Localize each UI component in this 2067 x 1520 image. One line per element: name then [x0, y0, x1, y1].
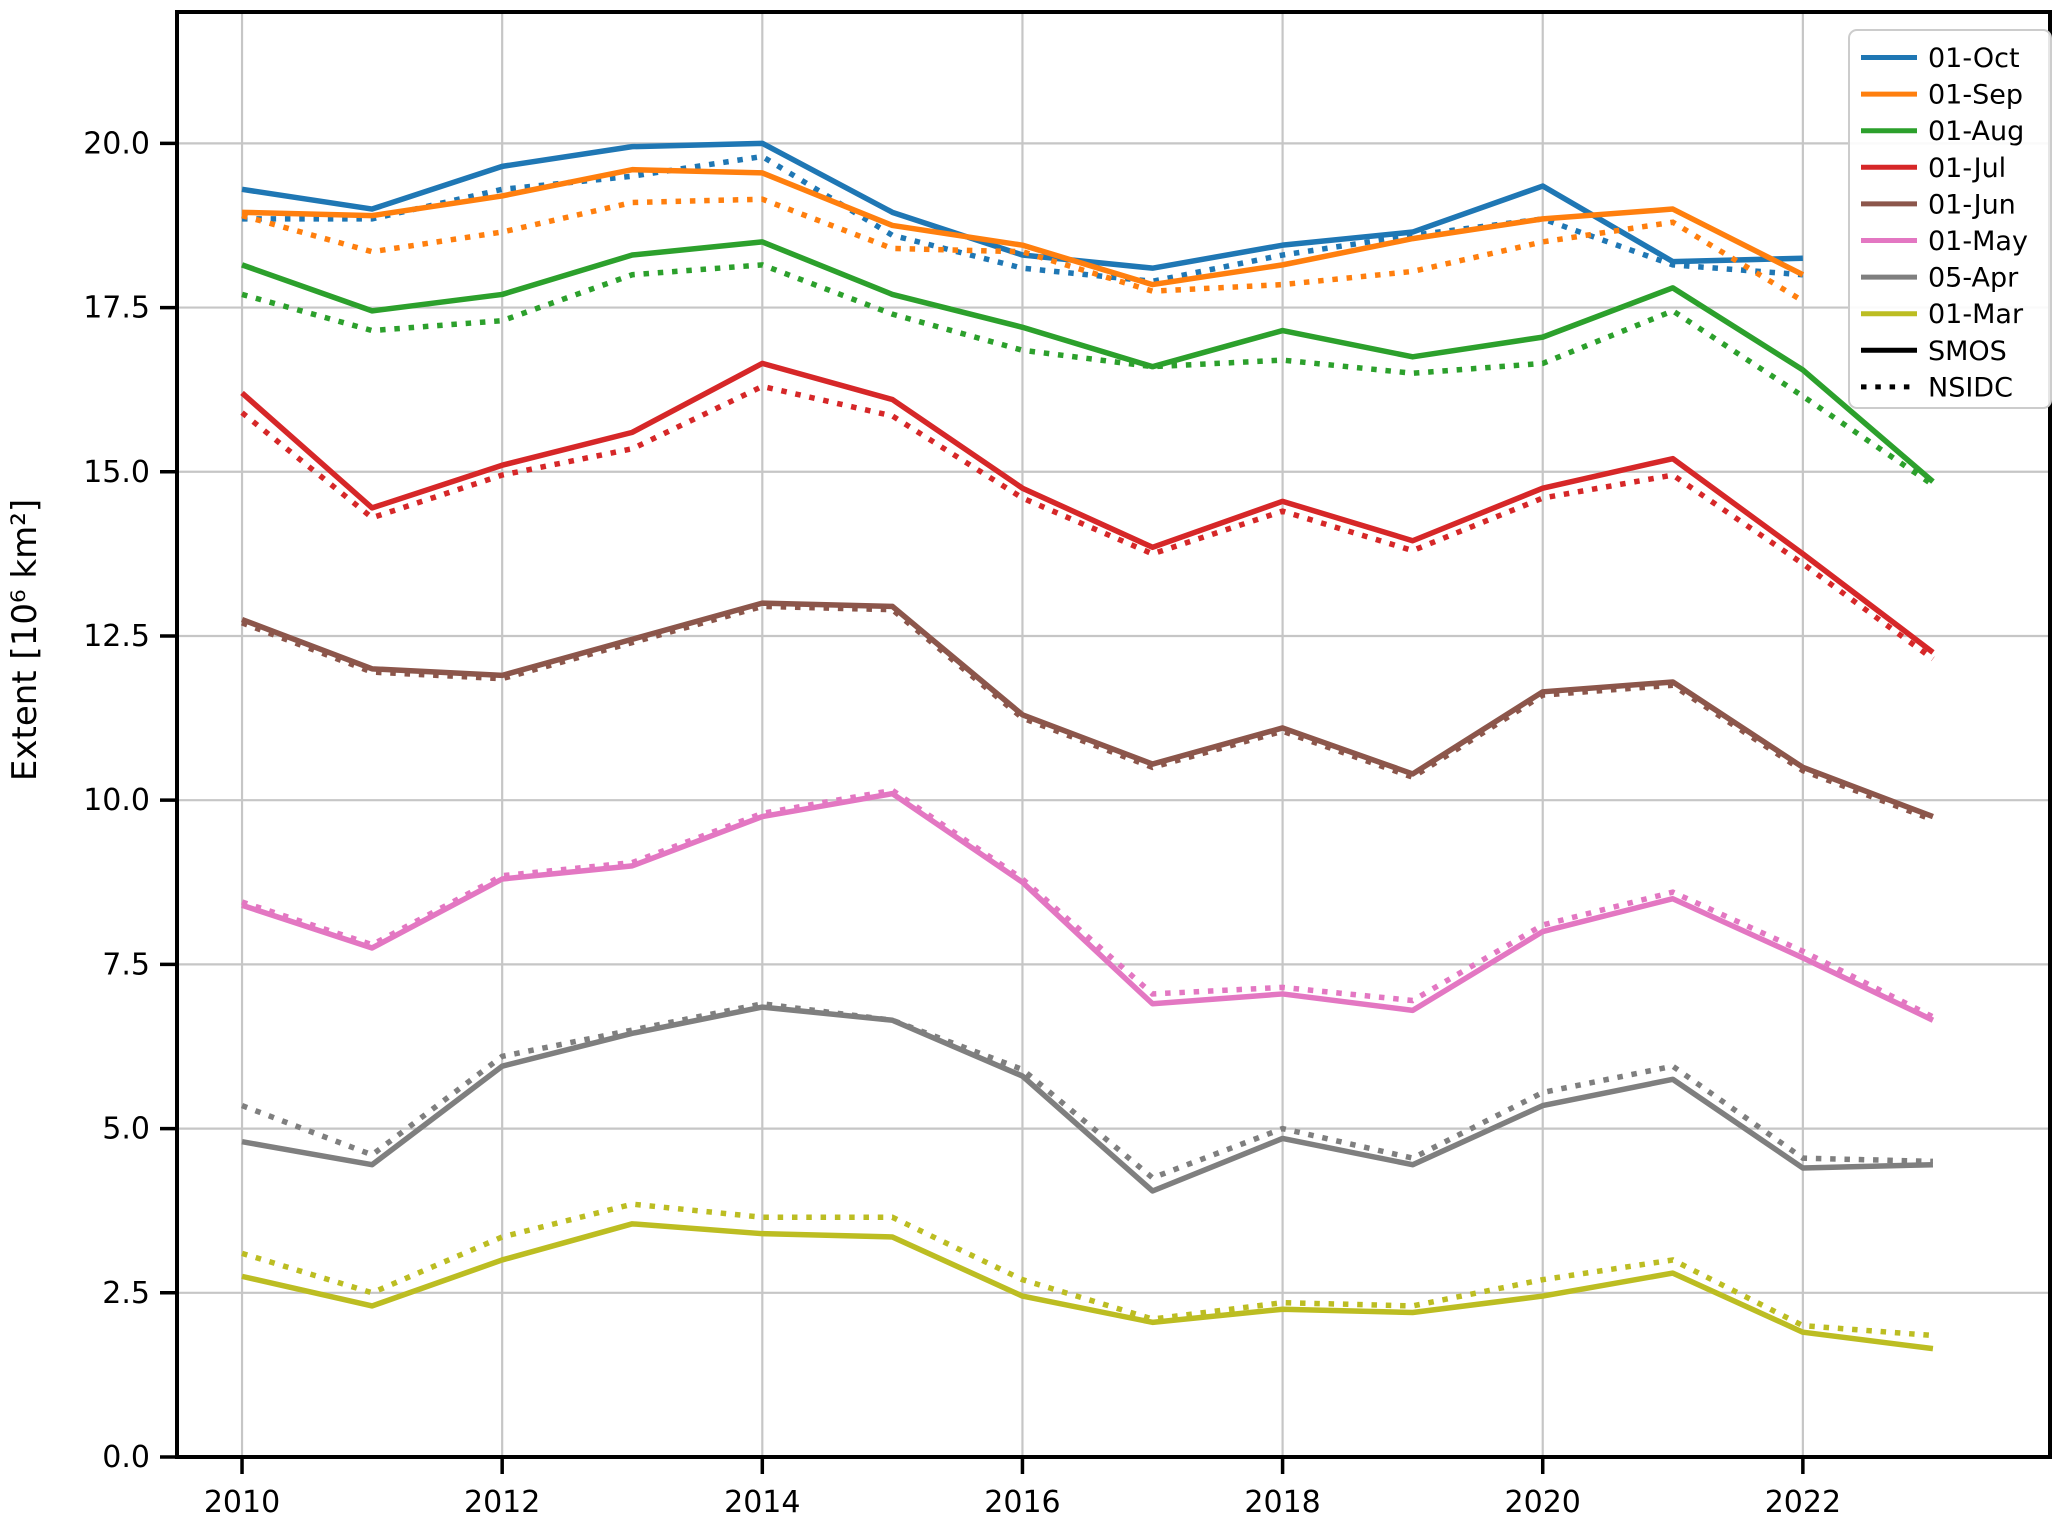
line-01-jul-smos	[240, 360, 1935, 655]
axes-spines	[175, 10, 2052, 1459]
line-01-oct-smos	[241, 140, 1803, 271]
y-tick-label: 20.0	[83, 126, 150, 161]
x-tick-label: 2016	[984, 1485, 1060, 1520]
y-tick-label: 7.5	[102, 947, 150, 982]
legend: 01-Oct 01-Sep 01-Aug 01-Jul 01-Jun 01-May 05-A…	[1848, 29, 2052, 409]
legend-label-smos: SMOS	[1928, 336, 2007, 367]
axis-ticks: 2010 2012 2014 2016 2018 2020 2022 0.0 2.5 5.0 7.5…	[83, 126, 1841, 1520]
legend-label-01-jun: 01-Jun	[1928, 189, 2016, 220]
line-01-aug-smos	[241, 239, 1935, 484]
x-tick-label: 2020	[1505, 1485, 1581, 1520]
line-01-mar-smos	[241, 1221, 1934, 1352]
legend-label-01-jul: 01-Jul	[1928, 153, 2006, 184]
plot-area: 2010 2012 2014 2016 2018 2020 2022 0.0 2.5 5.0 7.5…	[83, 10, 2052, 1520]
line-05-apr-nsidc	[241, 1001, 1934, 1181]
legend-label-01-aug: 01-Aug	[1928, 116, 2024, 147]
legend-label-nsidc: NSIDC	[1928, 372, 2013, 403]
x-tick-label: 2010	[204, 1485, 280, 1520]
series-lines	[240, 140, 1935, 1352]
y-tick-label: 12.5	[83, 619, 150, 654]
line-01-jun-smos	[241, 600, 1934, 820]
legend-label-01-sep: 01-Sep	[1928, 80, 2023, 111]
x-tick-label: 2014	[724, 1485, 800, 1520]
legend-label-01-oct: 01-Oct	[1928, 43, 2020, 74]
x-tick-label: 2018	[1244, 1485, 1320, 1520]
line-01-mar-nsidc	[241, 1201, 1934, 1339]
x-tick-label: 2022	[1765, 1485, 1841, 1520]
y-axis-label: Extent [10⁶ km²]	[5, 499, 45, 781]
y-tick-label: 15.0	[83, 455, 150, 490]
y-tick-label: 2.5	[102, 1276, 150, 1311]
line-05-apr-smos	[241, 1004, 1934, 1194]
legend-label-01-mar: 01-Mar	[1928, 299, 2024, 330]
line-01-jun-nsidc	[241, 603, 1934, 823]
line-01-sep-smos	[241, 166, 1805, 288]
legend-label-01-may: 01-May	[1928, 226, 2028, 257]
line-01-jul-nsidc	[240, 383, 1935, 662]
x-tick-label: 2012	[464, 1485, 540, 1520]
line-01-may-smos	[241, 790, 1935, 1023]
line-01-aug-nsidc	[241, 262, 1935, 488]
y-tick-label: 10.0	[83, 783, 150, 818]
legend-label-05-apr: 05-Apr	[1928, 263, 2019, 294]
line-01-may-nsidc	[241, 787, 1935, 1020]
y-tick-label: 0.0	[102, 1440, 150, 1475]
y-tick-label: 5.0	[102, 1112, 150, 1147]
gridlines	[177, 12, 2050, 1459]
y-tick-label: 17.5	[83, 291, 150, 326]
